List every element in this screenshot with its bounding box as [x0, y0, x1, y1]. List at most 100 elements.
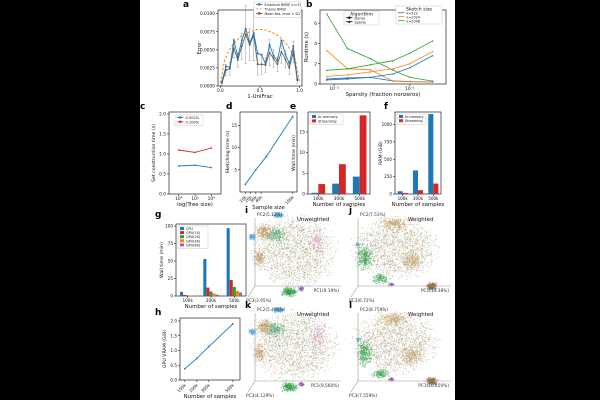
- marker: [240, 45, 243, 47]
- bar: [235, 291, 239, 296]
- y-tick-label: 15: [232, 123, 238, 128]
- pc2-axis-label: PC2(5.485%): [257, 307, 285, 313]
- marker: [232, 39, 235, 42]
- marker: [228, 66, 231, 69]
- y-tick-label: 5: [234, 167, 237, 172]
- x-axis-label: Sparsity (fraction nonzeros): [346, 92, 421, 98]
- marker: [210, 166, 212, 169]
- y-tick-label: 2: [314, 61, 317, 67]
- chart-svg: 0.0000 0.0025 0.0050 0.0075 0.0100 0.0 0.5 1.0 1…: [197, 1, 303, 100]
- panel-a-label: a: [183, 0, 190, 10]
- legend-marker: [348, 20, 351, 23]
- legend-label: Sparse: [355, 20, 367, 24]
- panel-f-label: f: [384, 102, 388, 112]
- marker: [326, 78, 328, 80]
- pc3-axis-label: PC3(6.72%): [349, 298, 375, 304]
- marker: [326, 49, 328, 52]
- legend-swatch: [180, 243, 184, 247]
- legend-label: Dense: [355, 16, 366, 20]
- x-tick-label: 500k: [224, 382, 235, 393]
- x-tick-label: 200k: [188, 382, 199, 393]
- legend-label: In-memory: [318, 115, 339, 119]
- marker: [260, 53, 263, 56]
- marker: [408, 52, 411, 54]
- marker: [432, 80, 434, 82]
- bar: [412, 170, 418, 194]
- marker: [288, 62, 291, 65]
- y-tick-label: 1.5: [159, 132, 166, 138]
- legend-marker: [348, 16, 351, 19]
- marker: [369, 70, 372, 73]
- marker: [369, 69, 371, 71]
- pcoa-scatter-canvas: [348, 303, 455, 398]
- pc3-axis-line: [247, 380, 256, 393]
- pc3-axis-label: PC3(3.95%): [246, 298, 272, 304]
- legend-label: Streaming: [318, 119, 337, 123]
- x-tick-label: 40k: [254, 194, 263, 203]
- marker: [240, 39, 243, 42]
- marker: [325, 79, 328, 81]
- y-tick-label: 1.0: [170, 348, 177, 353]
- legend-box: [396, 113, 427, 125]
- y-axis-label: Runtime (s): [304, 32, 310, 62]
- pcoa-overlay: PC2(5.12%) Unweighted PC1(9.19%) PC3(3.9…: [246, 212, 341, 304]
- bar: [433, 183, 439, 194]
- bar: [339, 164, 346, 194]
- marker: [276, 59, 279, 62]
- y-tick-label: 1.0: [159, 152, 166, 158]
- y-tick-label: 1.5: [170, 333, 177, 338]
- marker: [291, 115, 294, 118]
- panel-i-pcoa: PC2(5.12%) Unweighted PC1(9.19%) PC3(3.9…: [245, 208, 345, 304]
- marker: [194, 151, 196, 154]
- legend-label: 0.002%: [186, 116, 200, 120]
- panel-h-label: h: [155, 308, 162, 318]
- pc1-axis-label: PC1(9.560%): [311, 383, 339, 389]
- legend-swatch: [312, 119, 316, 123]
- marker: [280, 39, 283, 42]
- legend-box: [395, 5, 443, 25]
- x-tick-label: 100k: [182, 298, 193, 303]
- marker: [409, 76, 411, 79]
- legend-title: Sketch size: [406, 7, 432, 13]
- panel-j-label: j: [349, 206, 353, 216]
- x-tick-label: 10⁻¹: [405, 86, 415, 92]
- bar: [318, 184, 326, 194]
- marker: [284, 58, 287, 61]
- y-tick-label: 25: [168, 276, 174, 281]
- marker: [346, 78, 349, 80]
- y-axis-label: Set construction time (s): [151, 124, 157, 182]
- y-tick-label: 0.0: [159, 192, 166, 198]
- bar: [418, 190, 424, 194]
- x-tick-label: 500k: [354, 196, 365, 202]
- y-tick-label: 0.0: [170, 378, 177, 383]
- x-tick-label: 300k: [200, 382, 211, 393]
- x-tick-label: 10⁻²: [329, 86, 339, 92]
- legend-label: GPU(8X): [186, 243, 201, 247]
- marker: [292, 51, 295, 53]
- figure-page: a b c d e f g h i j k l 0.0000 0.0025 0.00…: [140, 0, 455, 400]
- panel-h-chart: 0.0 0.5 1.0 1.5 2.0 100k 200k 300k 500k Number of…: [150, 312, 262, 400]
- x-axis-label: Number of samples: [184, 394, 237, 400]
- bar: [359, 115, 367, 194]
- x-tick-label: 20k: [244, 194, 253, 203]
- pc1-axis-label: PC1(9.19%): [314, 288, 340, 294]
- plot-border: [239, 111, 298, 193]
- marker: [369, 58, 371, 60]
- y-tick-label: 2.0: [170, 319, 177, 324]
- series-line: [221, 33, 298, 84]
- y-tick-label: 6: [314, 21, 317, 27]
- y-tick-label: 0.0050: [200, 47, 215, 53]
- bar: [428, 114, 434, 194]
- y-tick-label: 15: [300, 129, 306, 135]
- marker: [326, 13, 328, 15]
- legend-label: CPU: [186, 227, 193, 231]
- marker: [248, 42, 251, 45]
- plot-border: [179, 317, 241, 381]
- x-tick-label: 0.0: [217, 88, 224, 94]
- x-tick-label: 10k: [238, 194, 247, 203]
- series-line: [326, 51, 433, 77]
- marker: [231, 323, 234, 325]
- marker: [346, 73, 349, 76]
